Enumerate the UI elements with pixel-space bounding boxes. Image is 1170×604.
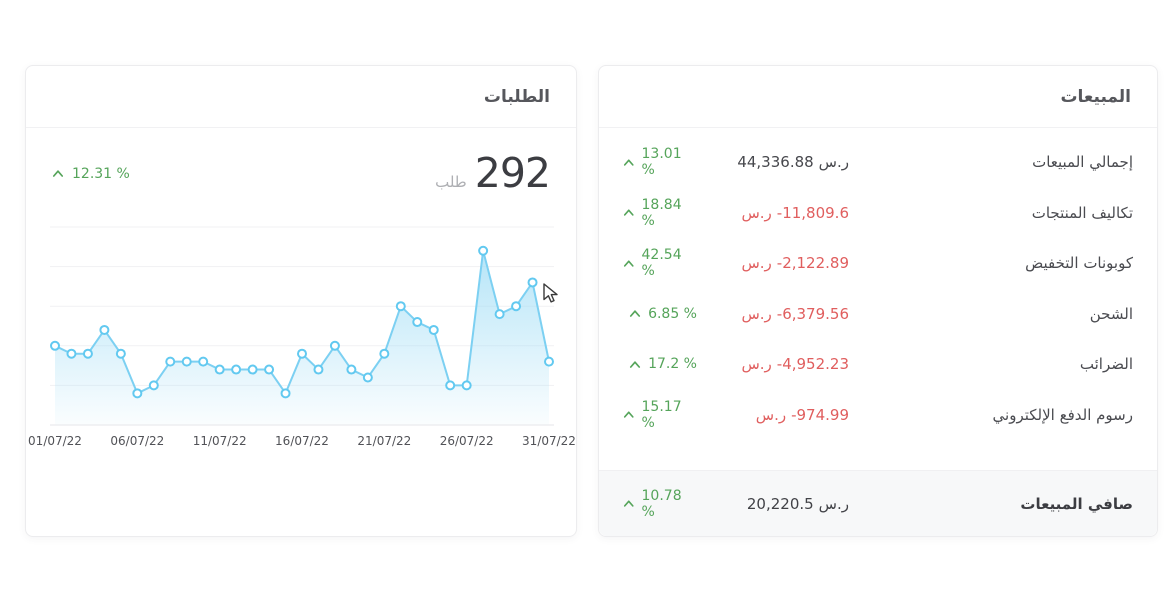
- chevron-up-icon: [623, 500, 634, 507]
- row-value: -11,809.6 ر.س: [697, 204, 849, 222]
- orders-change-badge: 12.31 %: [52, 166, 130, 182]
- change-value: 13.01 %: [641, 146, 682, 179]
- sales-row-product-costs: 18.84 % -11,809.6 ر.س تكاليف المنتجات: [599, 188, 1157, 239]
- sales-net-footer: 10.78 % 20,220.5 ر.س صافي المبيعات: [599, 470, 1157, 536]
- row-value: -4,952.23 ر.س: [697, 355, 849, 373]
- row-label: كوبونات التخفيض: [1025, 254, 1133, 273]
- x-tick-label: 16/07/22: [275, 434, 329, 449]
- change-value: 18.84 %: [641, 196, 682, 229]
- change-badge: 17.2 %: [623, 356, 697, 372]
- row-label: رسوم الدفع الإلكتروني: [992, 405, 1133, 424]
- orders-card-body: 12.31 % طلب 292 01/07/22 06/07/22 11/07/22…: [26, 128, 576, 536]
- sales-card-title: المبيعات: [1060, 86, 1131, 107]
- row-label: الشحن: [1089, 304, 1133, 323]
- sales-row-taxes: 17.2 % -4,952.23 ر.س الضرائب: [599, 339, 1157, 390]
- x-tick-label: 06/07/22: [110, 434, 165, 449]
- chevron-up-icon: [623, 411, 634, 418]
- amount: -974.99: [791, 405, 849, 424]
- change-value: 6.85 %: [648, 305, 697, 322]
- sales-row-total-sales: 13.01 % 44,336.88 ر.س إجمالي المبيعات: [599, 137, 1157, 188]
- change-value: 15.17 %: [641, 398, 682, 431]
- currency-label: ر.س: [741, 254, 772, 273]
- amount: -6,379.56: [776, 304, 849, 323]
- x-tick-label: 01/07/22: [28, 434, 82, 449]
- x-tick-label: 31/07/22: [522, 434, 576, 449]
- change-value: 10.78 %: [641, 487, 682, 520]
- row-label: صافي المبيعات: [1020, 494, 1133, 513]
- sales-row-shipping: 6.85 % -6,379.56 ر.س الشحن: [599, 289, 1157, 340]
- row-label: إجمالي المبيعات: [1032, 153, 1133, 172]
- row-value: -974.99 ر.س: [697, 406, 849, 424]
- sales-card-header: المبيعات: [599, 66, 1157, 128]
- currency-label: ر.س: [741, 355, 772, 374]
- orders-chart[interactable]: 01/07/22 06/07/22 11/07/22 16/07/22 21/07/22…: [28, 219, 576, 452]
- change-badge: 10.78 %: [623, 488, 697, 520]
- currency-label: ر.س: [755, 405, 787, 424]
- orders-stats-row: 12.31 % طلب 292: [52, 149, 551, 197]
- mouse-cursor: [543, 283, 558, 303]
- change-value: 42.54 %: [641, 247, 682, 280]
- chevron-up-icon: [630, 310, 641, 318]
- row-value: -6,379.56 ر.س: [697, 305, 849, 323]
- row-value: 44,336.88 ر.س: [697, 153, 849, 171]
- amount: -2,122.89: [776, 254, 849, 273]
- x-tick-label: 26/07/22: [439, 434, 494, 449]
- orders-card: الطلبات 12.31 % طلب 292 01/07/22 06/07/22…: [25, 65, 577, 537]
- sales-row-epayment-fees: 15.17 % -974.99 ر.س رسوم الدفع الإلكترون…: [599, 390, 1157, 441]
- row-value: 20,220.5 ر.س: [697, 495, 849, 513]
- chevron-up-icon: [630, 361, 641, 368]
- currency-label: ر.س: [818, 153, 849, 172]
- change-badge: 42.54 %: [623, 247, 697, 279]
- amount: 20,220.5: [746, 494, 814, 513]
- amount: -4,952.23: [776, 355, 849, 374]
- row-label: تكاليف المنتجات: [1031, 203, 1133, 222]
- amount: 44,336.88: [737, 153, 814, 172]
- chevron-up-icon: [623, 159, 634, 166]
- currency-label: ر.س: [741, 304, 772, 323]
- sales-card: المبيعات 13.01 % 44,336.88 ر.س إجمالي ال…: [598, 65, 1158, 537]
- orders-card-title: الطلبات: [483, 86, 550, 107]
- change-badge: 13.01 %: [623, 146, 697, 178]
- chevron-up-icon: [623, 260, 634, 267]
- change-badge: 18.84 %: [623, 197, 697, 229]
- row-label: الضرائب: [1079, 355, 1133, 374]
- change-value: 17.2 %: [648, 356, 697, 373]
- sales-row-discount-coupons: 42.54 % -2,122.89 ر.س كوبونات التخفيض: [599, 238, 1157, 289]
- orders-area-chart-svg[interactable]: [50, 219, 554, 426]
- chevron-up-icon: [52, 170, 64, 177]
- orders-total-unit: طلب: [435, 173, 467, 191]
- amount: -11,809.6: [776, 203, 849, 222]
- orders-total-group: طلب 292: [435, 149, 551, 197]
- currency-label: ر.س: [741, 203, 772, 222]
- orders-chart-x-axis: 01/07/22 06/07/22 11/07/22 16/07/22 21/07/22…: [28, 434, 576, 452]
- orders-card-header: الطلبات: [26, 66, 576, 128]
- change-badge: 15.17 %: [623, 399, 697, 431]
- chevron-up-icon: [623, 209, 634, 216]
- sales-rows: 13.01 % 44,336.88 ر.س إجمالي المبيعات 18…: [599, 128, 1157, 470]
- currency-label: ر.س: [818, 494, 849, 513]
- x-tick-label: 21/07/22: [357, 434, 412, 449]
- x-tick-label: 11/07/22: [192, 434, 247, 449]
- row-value: -2,122.89 ر.س: [697, 254, 849, 272]
- orders-total-number: 292: [474, 149, 551, 197]
- orders-change-value: 12.31 %: [72, 165, 130, 182]
- change-badge: 6.85 %: [623, 306, 697, 322]
